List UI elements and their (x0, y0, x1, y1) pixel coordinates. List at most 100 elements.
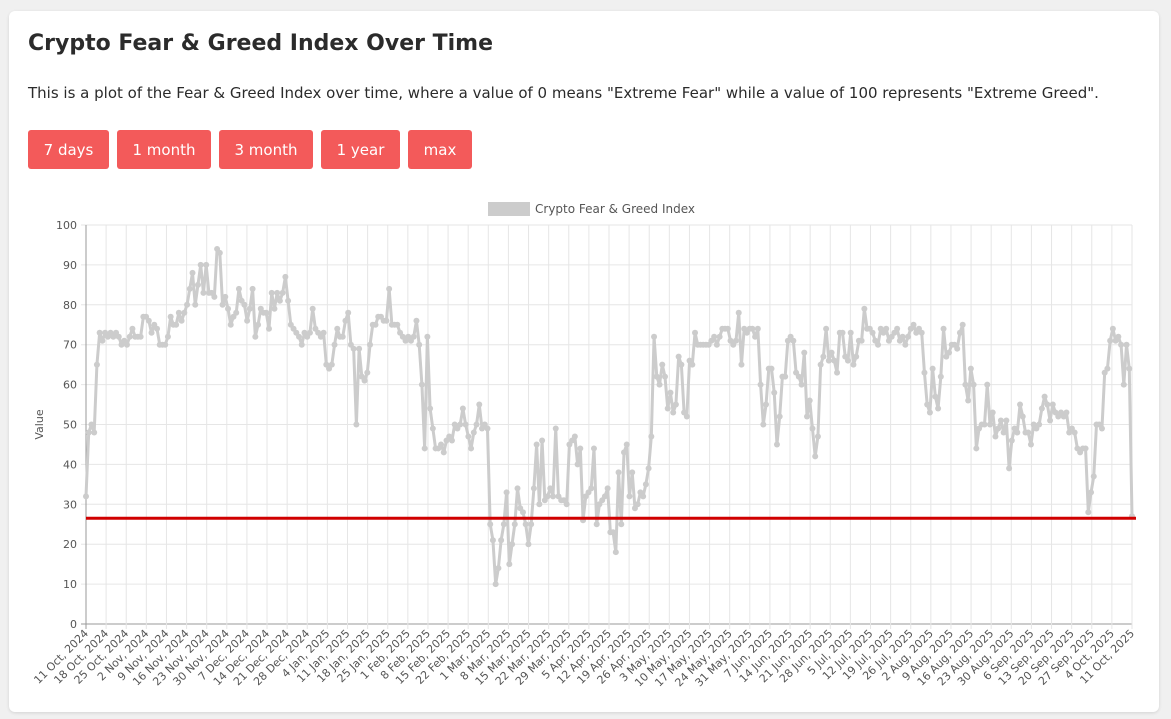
data-point (418, 381, 425, 388)
data-point (828, 349, 835, 356)
data-point (1041, 393, 1048, 400)
data-point (522, 521, 529, 528)
data-point (492, 581, 499, 588)
data-point (1027, 441, 1034, 448)
data-point (850, 361, 857, 368)
data-point (91, 429, 98, 436)
data-point (924, 401, 931, 408)
page-description: This is a plot of the Fear & Greed Index… (28, 84, 1099, 102)
data-point (834, 369, 841, 376)
data-point (763, 401, 770, 408)
data-point (921, 369, 928, 376)
data-point (771, 389, 778, 396)
data-point (962, 381, 969, 388)
data-point (427, 405, 434, 412)
data-point (99, 337, 106, 344)
data-point (211, 293, 218, 300)
data-point (795, 373, 802, 380)
data-point (88, 421, 95, 428)
data-point (175, 309, 182, 316)
data-point (173, 321, 180, 328)
data-point (126, 333, 133, 340)
data-point (115, 333, 122, 340)
data-point (563, 501, 570, 508)
data-point (244, 317, 251, 324)
data-point (1098, 425, 1105, 432)
data-point (1118, 341, 1125, 348)
data-point (683, 413, 690, 420)
data-point (361, 377, 368, 384)
data-point (692, 329, 699, 336)
data-point (651, 333, 658, 340)
data-point (416, 341, 423, 348)
data-point (839, 329, 846, 336)
y-tick-label: 80 (63, 299, 77, 312)
data-point (462, 421, 469, 428)
data-point (940, 325, 947, 332)
data-point (954, 345, 961, 352)
data-point (981, 421, 988, 428)
data-point (181, 309, 188, 316)
data-point (1107, 337, 1114, 344)
data-point (440, 449, 447, 456)
data-point (320, 329, 327, 336)
data-point (552, 425, 559, 432)
data-point (735, 309, 742, 316)
data-point (790, 337, 797, 344)
data-point (364, 369, 371, 376)
data-point (241, 301, 248, 308)
data-point (539, 437, 546, 444)
data-point (511, 521, 518, 528)
data-point (1104, 365, 1111, 372)
data-point (509, 541, 516, 548)
data-point (1047, 417, 1054, 424)
data-point (484, 425, 491, 432)
data-point (194, 281, 201, 288)
data-point (268, 289, 275, 296)
range-button-1-year[interactable]: 1 year (321, 130, 400, 169)
data-point (410, 333, 417, 340)
range-button-max[interactable]: max (408, 130, 472, 169)
data-point (296, 333, 303, 340)
data-point (476, 401, 483, 408)
range-button-1-month[interactable]: 1 month (117, 130, 211, 169)
data-point (804, 413, 810, 420)
data-point (438, 441, 445, 448)
data-point (899, 333, 906, 340)
data-point (219, 301, 226, 308)
data-point (634, 501, 641, 508)
data-point (648, 433, 655, 440)
data-point (612, 549, 619, 556)
data-point (894, 325, 901, 332)
legend-swatch (488, 202, 530, 216)
data-point (626, 493, 633, 500)
data-point (353, 421, 360, 428)
data-point (279, 289, 286, 296)
data-point (421, 445, 428, 452)
data-point (225, 305, 232, 312)
data-point (1120, 381, 1127, 388)
data-point (178, 317, 185, 324)
data-point (498, 537, 505, 544)
data-point (148, 329, 155, 336)
range-button-3-month[interactable]: 3 month (219, 130, 313, 169)
range-button-7-days[interactable]: 7 days (28, 130, 109, 169)
data-point (274, 289, 281, 296)
data-point (1038, 405, 1045, 412)
data-point (424, 333, 431, 340)
data-point (601, 493, 608, 500)
data-point (328, 361, 335, 368)
data-point (918, 329, 925, 336)
data-point (345, 309, 352, 316)
data-point (96, 329, 103, 336)
data-point (306, 329, 313, 336)
data-point (154, 325, 161, 332)
data-point (252, 333, 259, 340)
data-point (1044, 401, 1051, 408)
data-point (932, 393, 939, 400)
chart-card: Crypto Fear & Greed Index Over Time This… (9, 11, 1159, 712)
data-point (129, 325, 136, 332)
data-point (298, 341, 305, 348)
data-point (350, 345, 357, 352)
data-point (973, 445, 980, 452)
